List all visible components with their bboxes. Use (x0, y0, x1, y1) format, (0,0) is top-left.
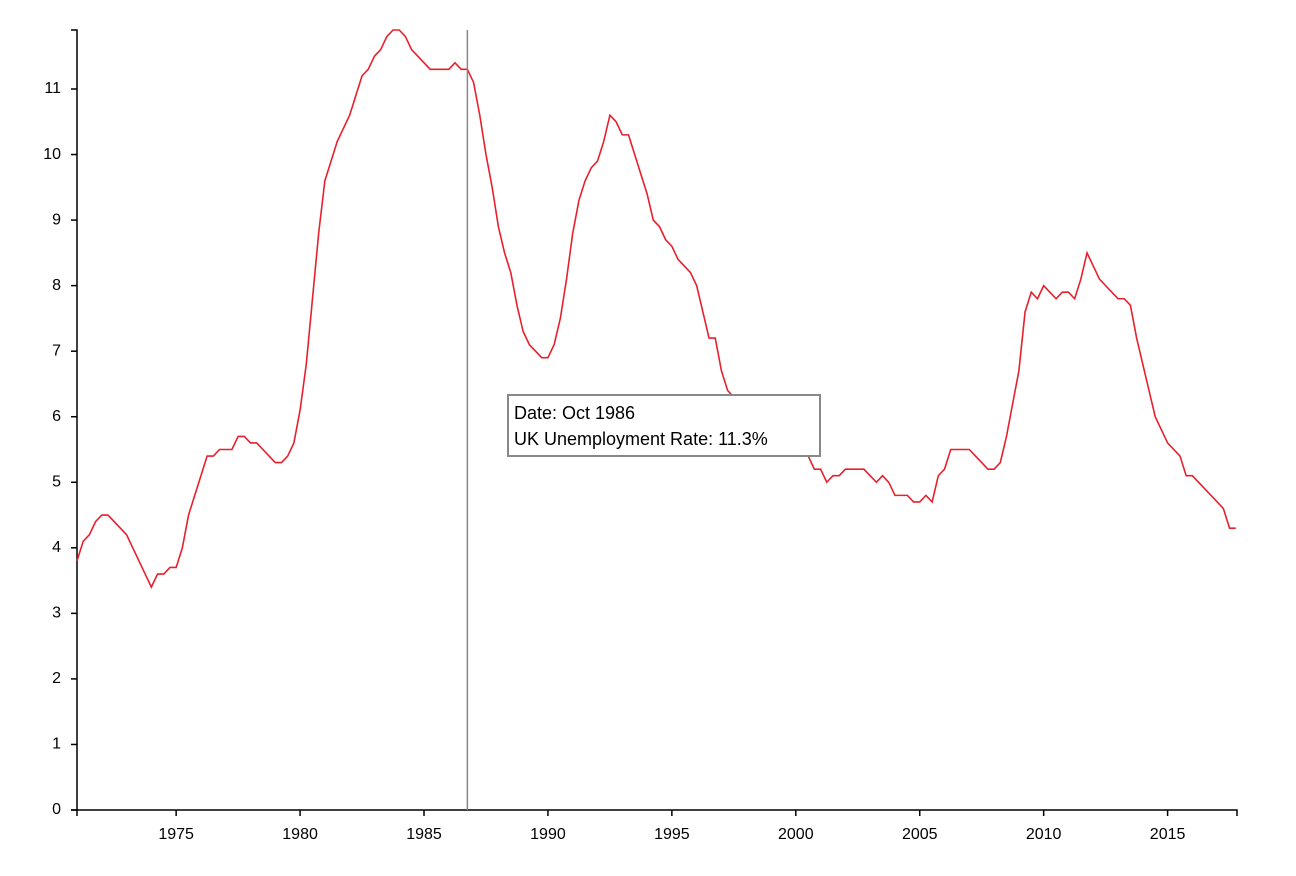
y-tick-label: 3 (52, 605, 61, 622)
line (76, 29, 1236, 590)
x-tick-label: 2000 (778, 826, 814, 843)
tooltip-date: Date: Oct 1986 (514, 403, 636, 423)
y-tick-label: 8 (52, 277, 61, 294)
x-tick-label: 1985 (406, 826, 442, 843)
y-tick-label: 11 (44, 80, 61, 97)
y-tick-label: 6 (52, 408, 61, 425)
y-tick-label: 0 (52, 801, 61, 818)
y-tick-label: 5 (52, 473, 61, 490)
x-tick-label: 1995 (654, 826, 690, 843)
y-tick-label: 4 (52, 539, 61, 556)
x-tick-label: 1975 (158, 826, 194, 843)
x-tick-label: 2005 (902, 826, 938, 843)
y-tick-label: 7 (52, 342, 61, 359)
tooltip: Date: Oct 1986 UK Unemployment Rate: 11.… (507, 394, 821, 457)
x-tick-label: 1990 (530, 826, 566, 843)
y-tick-label: 9 (52, 211, 61, 228)
x-tick-label: 2010 (1026, 826, 1062, 843)
y-tick-label: 10 (43, 146, 61, 163)
y-axis (71, 29, 78, 811)
x-tick-label: 1980 (282, 826, 318, 843)
y-tick-label: 1 (52, 736, 61, 753)
x-axis (76, 809, 1238, 816)
y-tick-label: 2 (52, 670, 61, 687)
tooltip-value: UK Unemployment Rate: 11.3% (514, 429, 768, 449)
x-tick-label: 2015 (1150, 826, 1186, 843)
